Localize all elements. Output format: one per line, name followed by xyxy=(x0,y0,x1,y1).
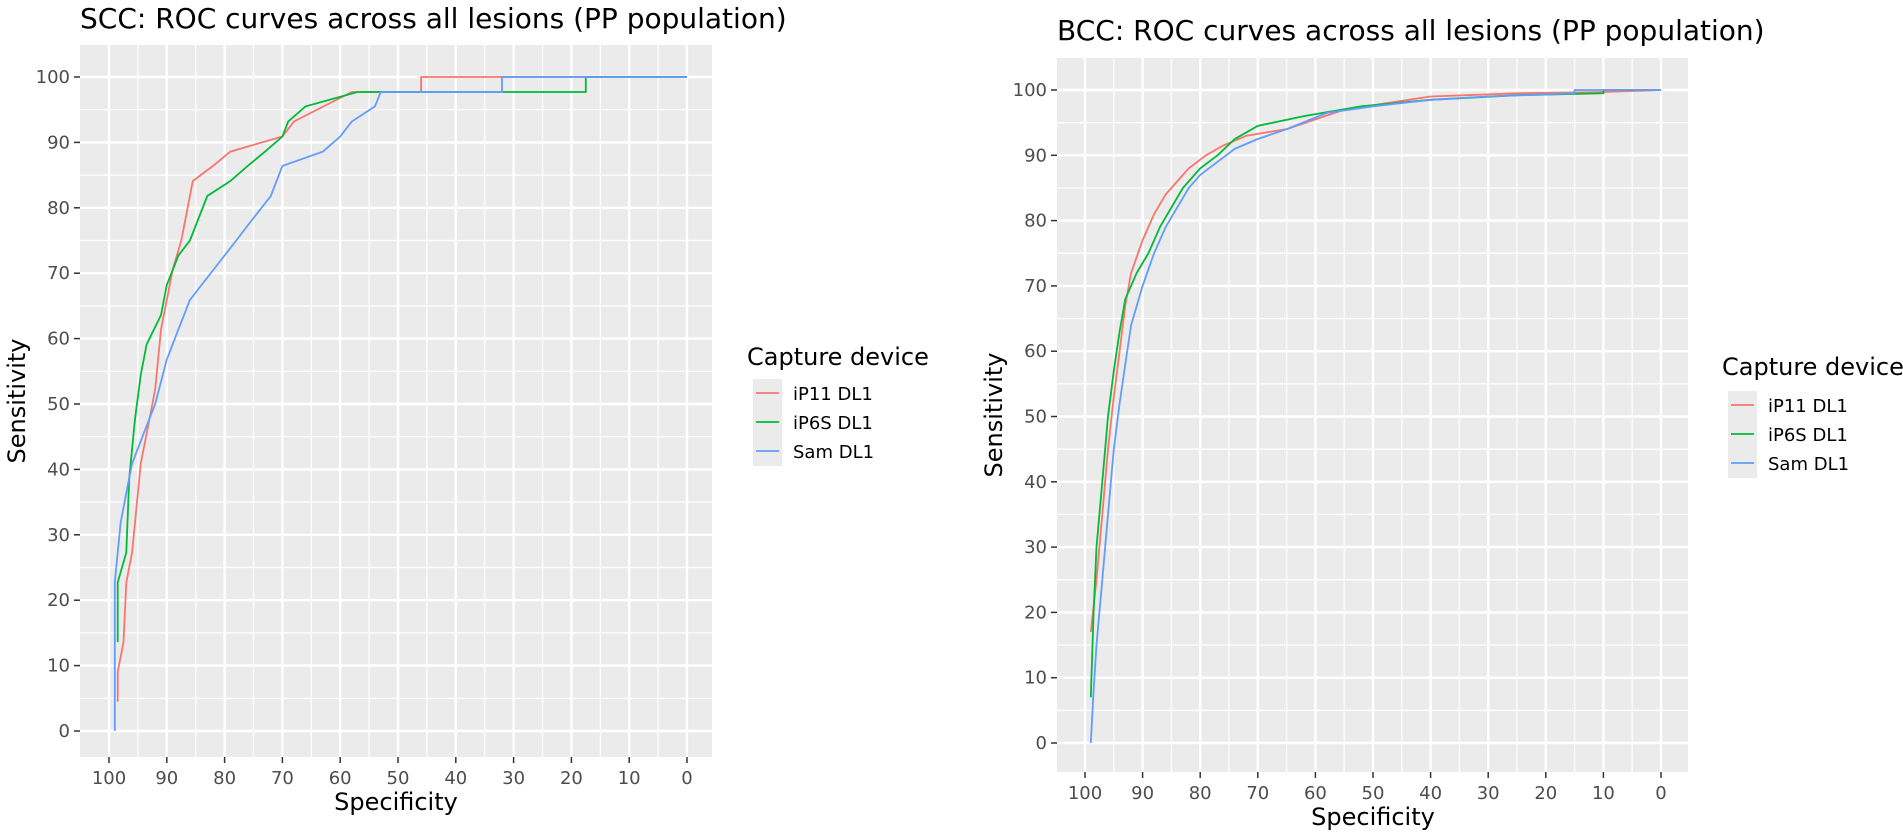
y-tick-label: 80 xyxy=(47,198,70,219)
legend-title: Capture device xyxy=(747,343,929,371)
x-tick-label: 0 xyxy=(681,768,692,789)
y-tick-label: 10 xyxy=(47,656,70,677)
y-tick-label: 20 xyxy=(47,590,70,611)
x-tick-label: 100 xyxy=(92,768,126,789)
y-tick-label: 60 xyxy=(47,329,70,350)
x-tick-label: 10 xyxy=(1592,783,1615,804)
x-tick-label: 90 xyxy=(1131,783,1154,804)
x-axis-label: Specificity xyxy=(1311,803,1435,831)
series-line-sam-dl1 xyxy=(1089,89,1661,744)
x-tick-label: 40 xyxy=(444,768,467,789)
legend-label: iP11 DL1 xyxy=(793,384,873,405)
y-tick-label: 30 xyxy=(47,525,70,546)
x-tick-label: 20 xyxy=(1534,783,1557,804)
x-tick-label: 60 xyxy=(1304,783,1327,804)
y-tick-label: 90 xyxy=(1024,145,1047,166)
x-tick-label: 70 xyxy=(271,768,294,789)
y-tick-label: 100 xyxy=(1013,80,1047,101)
legend-label: iP6S DL1 xyxy=(1768,425,1848,446)
y-tick-label: 70 xyxy=(47,263,70,284)
x-tick-label: 40 xyxy=(1419,783,1442,804)
x-tick-label: 50 xyxy=(1362,783,1385,804)
x-tick-label: 10 xyxy=(618,768,641,789)
legend-label: iP11 DL1 xyxy=(1768,396,1848,417)
series-line-ip11-dl1 xyxy=(116,76,687,702)
y-tick-label: 0 xyxy=(59,721,70,742)
y-tick-label: 70 xyxy=(1024,276,1047,297)
y-tick-label: 20 xyxy=(1024,602,1047,623)
y-tick-label: 90 xyxy=(47,132,70,153)
x-tick-label: 80 xyxy=(213,768,236,789)
x-tick-label: 100 xyxy=(1068,783,1102,804)
chart-panel-scc: SCC: ROC curves across all lesions (PP p… xyxy=(3,2,929,816)
y-tick-label: 60 xyxy=(1024,341,1047,362)
x-tick-label: 90 xyxy=(155,768,178,789)
y-tick-label: 10 xyxy=(1024,668,1047,689)
y-tick-label: 100 xyxy=(36,67,70,88)
legend-title: Capture device xyxy=(1722,353,1903,381)
x-tick-label: 20 xyxy=(560,768,583,789)
x-axis-label: Specificity xyxy=(334,788,458,816)
chart-title: SCC: ROC curves across all lesions (PP p… xyxy=(80,2,787,35)
x-tick-label: 0 xyxy=(1655,783,1666,804)
x-tick-label: 60 xyxy=(329,768,352,789)
y-tick-label: 50 xyxy=(47,394,70,415)
chart-title: BCC: ROC curves across all lesions (PP p… xyxy=(1057,14,1765,47)
legend-label: iP6S DL1 xyxy=(793,413,873,434)
x-tick-label: 70 xyxy=(1246,783,1269,804)
y-tick-label: 40 xyxy=(47,459,70,480)
plot-panel xyxy=(80,45,712,757)
series-line-ip6s-dl1 xyxy=(116,76,687,643)
y-tick-label: 50 xyxy=(1024,407,1047,428)
legend-label: Sam DL1 xyxy=(1768,454,1849,475)
y-tick-label: 30 xyxy=(1024,537,1047,558)
x-tick-label: 30 xyxy=(502,768,525,789)
legend: Capture device iP11 DL1 iP6S DL1 Sam DL1 xyxy=(747,343,929,466)
y-axis-label: Sensitivity xyxy=(980,353,1008,478)
legend: Capture device iP11 DL1 iP6S DL1 Sam DL1 xyxy=(1722,353,1903,478)
y-tick-label: 0 xyxy=(1036,733,1047,754)
x-tick-label: 30 xyxy=(1477,783,1500,804)
y-tick-label: 80 xyxy=(1024,211,1047,232)
y-tick-label: 40 xyxy=(1024,472,1047,493)
series-line-sam-dl1 xyxy=(113,76,687,731)
legend-label: Sam DL1 xyxy=(793,442,874,463)
chart-panel-bcc: BCC: ROC curves across all lesions (PP p… xyxy=(980,14,1903,831)
x-tick-label: 80 xyxy=(1189,783,1212,804)
x-tick-label: 50 xyxy=(387,768,410,789)
y-axis-label: Sensitivity xyxy=(3,339,31,464)
